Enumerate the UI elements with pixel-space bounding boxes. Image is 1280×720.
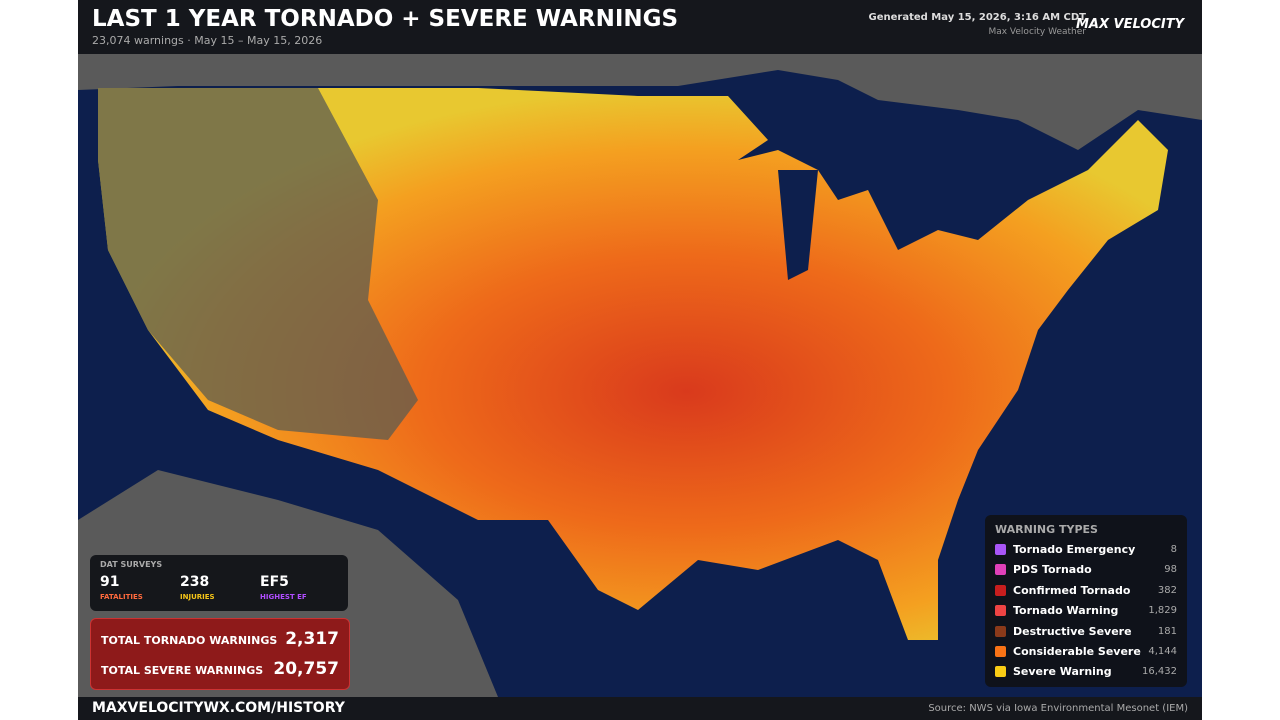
title: LAST 1 YEAR TORNADO + SEVERE WARNINGS	[92, 6, 679, 32]
subtitle: 23,074 warnings · May 15 – May 15, 2026	[92, 34, 323, 47]
dat-title: DAT SURVEYS	[100, 560, 163, 569]
legend-name: Tornado Emergency	[1013, 543, 1136, 556]
footer-url: MAXVELOCITYWX.COM/HISTORY	[92, 700, 345, 716]
frame: LAST 1 YEAR TORNADO + SEVERE WARNINGS 23…	[78, 0, 1202, 720]
canada	[78, 54, 1202, 150]
legend-swatch	[995, 666, 1006, 678]
stat-value: 238	[180, 574, 210, 590]
legend-name: Severe Warning	[1013, 665, 1112, 679]
total-value: 2,317	[285, 629, 339, 649]
dat-panel: DAT SURVEYS 91 FATALITIES 238 INJURIES EF5 HI…	[90, 555, 348, 611]
legend-swatch	[995, 544, 1006, 555]
legend-count: 1,829	[1148, 605, 1177, 617]
logo: MAX VELOCITY	[1075, 17, 1184, 32]
legend-swatch	[995, 564, 1006, 576]
legend: WARNING TYPES Tornado Emergency 8 PDS Torn…	[985, 515, 1187, 687]
header: LAST 1 YEAR TORNADO + SEVERE WARNINGS 23…	[78, 0, 1202, 54]
legend-name: PDS Tornado	[1013, 563, 1092, 577]
stat-value: EF5	[260, 574, 289, 590]
legend-name: Destructive Severe	[1013, 624, 1132, 638]
legend-swatch	[995, 646, 1006, 657]
generated: Generated May 15, 2026, 3:16 AM CDT	[868, 12, 1086, 23]
legend-name: Tornado Warning	[1013, 604, 1119, 618]
legend-swatch	[995, 625, 1006, 637]
legend-count: 382	[1157, 584, 1177, 596]
west-region	[98, 88, 418, 440]
stat-label: INJURIES	[180, 593, 215, 601]
legend-count: 16,432	[1142, 666, 1177, 678]
legend-count: 4,144	[1148, 646, 1177, 657]
credit: Max Velocity Weather	[988, 27, 1086, 37]
legend-swatch	[995, 584, 1006, 596]
legend-name: Considerable Severe	[1013, 645, 1141, 658]
total-value: 20,757	[273, 659, 339, 679]
lake-michigan	[778, 170, 818, 280]
footer-source: Source: NWS via Iowa Environmental Meson…	[928, 703, 1188, 714]
stat-label: FATALITIES	[100, 593, 143, 601]
legend-name: Confirmed Tornado	[1013, 583, 1131, 597]
total-label: TOTAL SEVERE WARNINGS	[101, 664, 264, 677]
stat-value: 91	[100, 574, 120, 590]
totals-panel: TOTAL TORNADO WARNINGS 2,317 TOTAL SEVERE …	[90, 618, 350, 690]
legend-title: WARNING TYPES	[995, 523, 1098, 536]
legend-swatch	[995, 605, 1006, 617]
legend-count: 8	[1170, 544, 1177, 555]
total-label: TOTAL TORNADO WARNINGS	[101, 634, 278, 647]
stat-label: HIGHEST EF	[260, 593, 307, 601]
legend-count: 98	[1164, 564, 1177, 576]
legend-count: 181	[1157, 625, 1177, 637]
footer: MAXVELOCITYWX.COM/HISTORY Source: NWS vi…	[78, 697, 1202, 720]
